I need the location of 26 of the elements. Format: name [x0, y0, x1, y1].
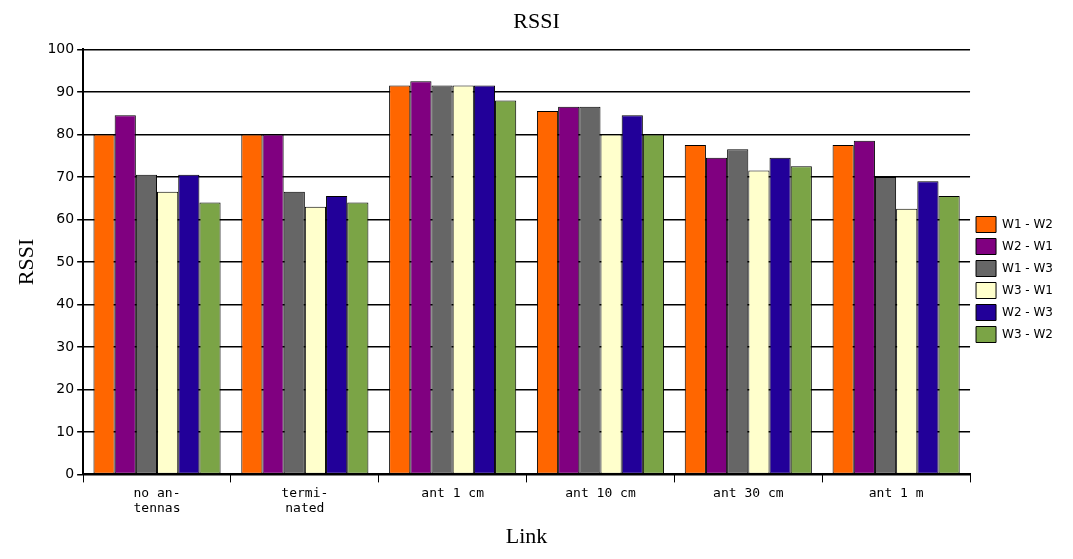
y-tick-label: 90	[56, 82, 75, 99]
x-tick-label: termi- nated	[281, 484, 329, 516]
y-tick-label: 100	[47, 40, 75, 57]
y-tick-label: 40	[56, 295, 75, 312]
x-axis-title: Link	[505, 522, 548, 548]
x-tick-label: no an- tennas	[133, 484, 181, 516]
legend-label: W2 - W1	[1002, 238, 1054, 253]
x-tick-label: ant 1 cm	[421, 484, 485, 500]
chart-title: RSSI	[513, 7, 560, 33]
x-tick-label: ant 30 cm	[713, 484, 784, 500]
y-tick-label: 30	[56, 337, 75, 354]
legend-label: W3 - W2	[1002, 326, 1054, 341]
x-tick-label: ant 10 cm	[565, 484, 636, 500]
y-tick-label: 80	[56, 125, 75, 142]
y-tick-label: 20	[56, 380, 75, 397]
legend-label: W2 - W3	[1002, 304, 1054, 319]
y-tick-label: 50	[56, 252, 75, 269]
legend-label: W1 - W3	[1002, 260, 1054, 275]
y-tick-label: 0	[65, 465, 75, 482]
y-tick-label: 10	[56, 422, 75, 439]
x-tick-label: ant 1 m	[868, 484, 924, 500]
legend-label: W3 - W1	[1002, 282, 1054, 297]
y-tick-label: 70	[56, 167, 75, 184]
y-tick-label: 60	[56, 210, 75, 227]
legend-label: W1 - W2	[1002, 216, 1054, 231]
y-axis-title: RSSI	[12, 238, 38, 286]
